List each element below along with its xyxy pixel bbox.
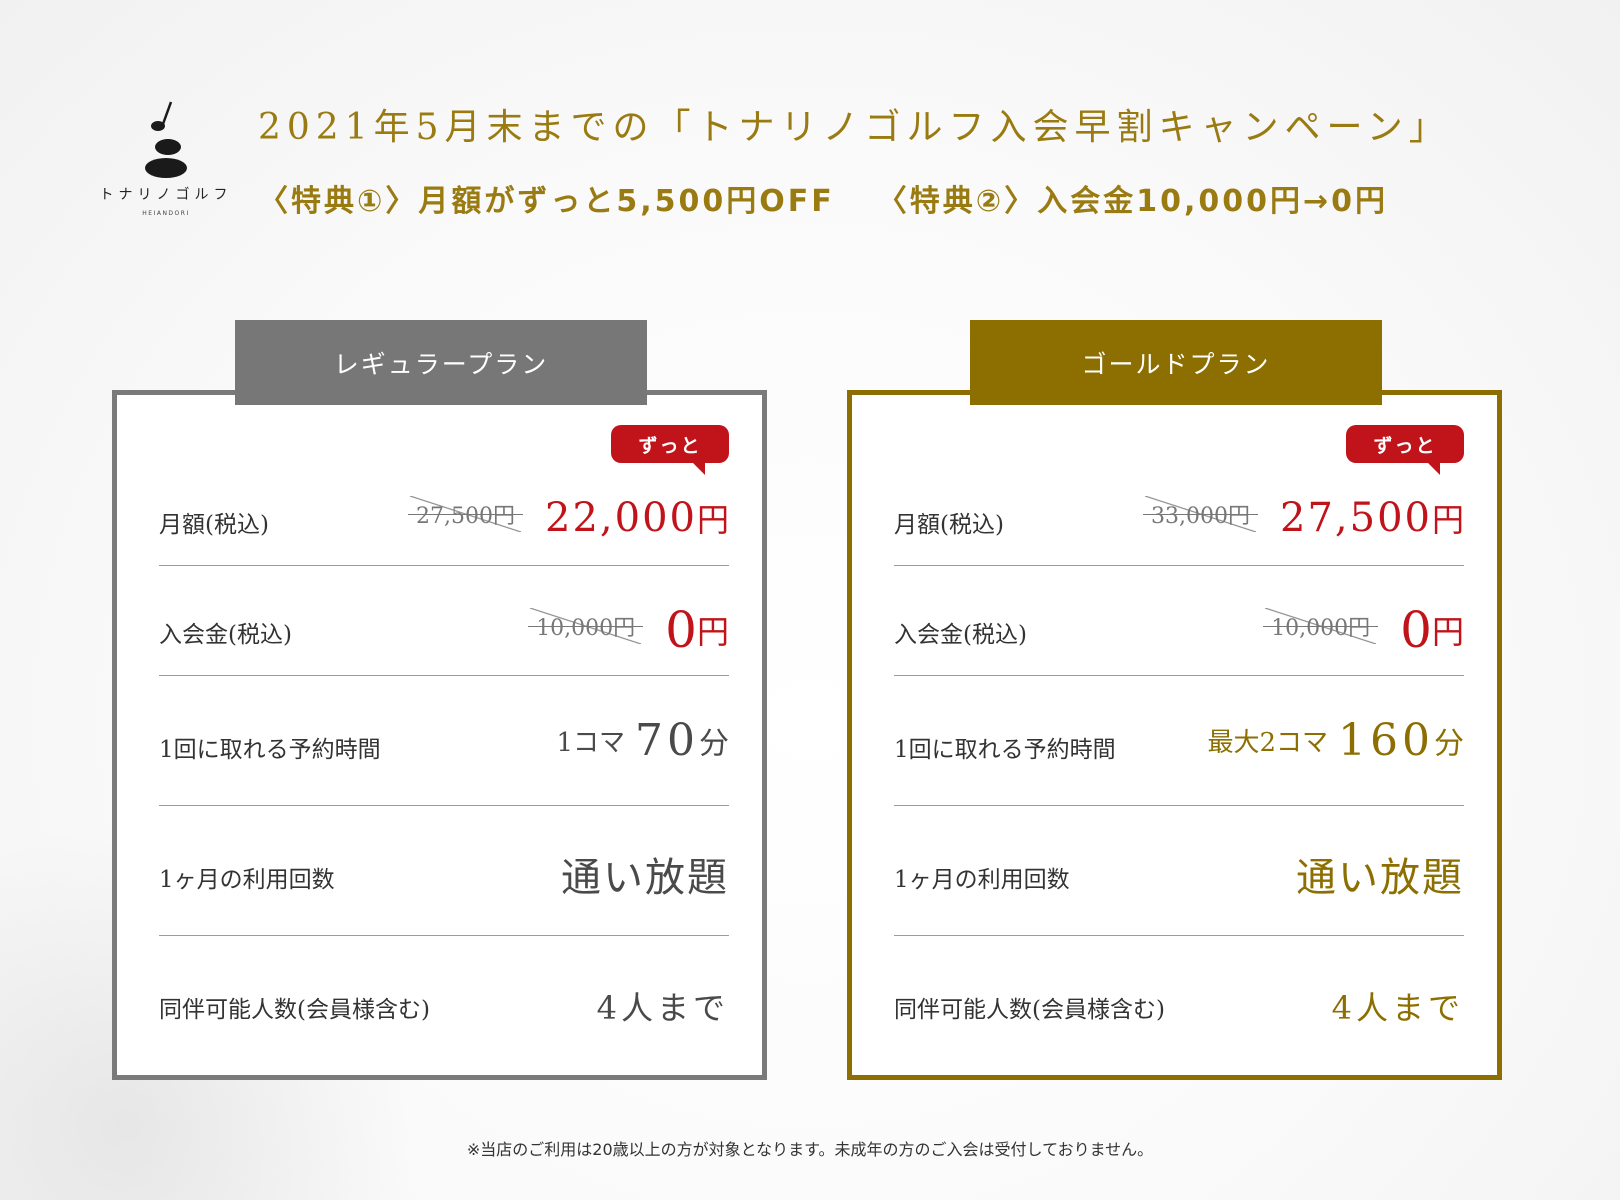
- monthly-fee-label: 月額(税込): [159, 512, 269, 538]
- monthly-usage-row: 1ヶ月の利用回数 通い放題: [894, 805, 1464, 936]
- monthly-usage-label: 1ヶ月の利用回数: [159, 867, 335, 893]
- entry-fee-unit: 円: [696, 613, 729, 651]
- monthly-fee-unit: 円: [1431, 501, 1464, 539]
- reservation-time-value: 最大2コマ 160分: [1207, 715, 1464, 766]
- entry-fee-row: 入会金(税込) 10,000円 0円: [159, 565, 729, 676]
- logo-mark-icon: [145, 101, 187, 178]
- monthly-fee-value: 27,500円 22,000円: [408, 495, 729, 541]
- companion-label: 同伴可能人数(会員様含む): [894, 997, 1165, 1023]
- reservation-unit: 分: [1434, 726, 1464, 762]
- entry-fee-old: 10,000円: [1263, 607, 1379, 644]
- monthly-fee-label: 月額(税込): [894, 512, 1004, 538]
- monthly-fee-row: 月額(税込) ずっと 27,500円 22,000円: [159, 425, 729, 566]
- monthly-usage-label: 1ヶ月の利用回数: [894, 867, 1070, 893]
- plan-tab-gold: ゴールドプラン: [970, 320, 1382, 405]
- reservation-slots: 1コマ: [556, 728, 625, 758]
- companion-value: 4人まで: [596, 989, 729, 1027]
- monthly-fee-old: 33,000円: [1143, 495, 1258, 532]
- badge-zutto: ずっと: [611, 425, 729, 475]
- plan-tab-regular: レギュラープラン: [235, 320, 647, 405]
- companion-value: 4人まで: [1331, 989, 1464, 1027]
- entry-fee-row: 入会金(税込) 10,000円 0円: [894, 565, 1464, 676]
- entry-fee-label: 入会金(税込): [894, 622, 1027, 648]
- companion-row: 同伴可能人数(会員様含む) 4人まで: [894, 935, 1464, 1065]
- monthly-fee-row: 月額(税込) ずっと 33,000円 27,500円: [894, 425, 1464, 566]
- logo: トナリノゴルフ HEIANDORI: [96, 100, 236, 230]
- campaign-headline: 2021年5月末までの「トナリノゴルフ入会早割キャンペーン」: [258, 107, 1451, 148]
- entry-fee-new: 0: [1400, 601, 1432, 659]
- entry-fee-value: 10,000円 0円: [528, 601, 729, 659]
- entry-fee-old: 10,000円: [528, 607, 644, 644]
- monthly-fee-new: 22,000: [545, 495, 697, 541]
- companion-label: 同伴可能人数(会員様含む): [159, 997, 430, 1023]
- monthly-usage-row: 1ヶ月の利用回数 通い放題: [159, 805, 729, 936]
- logo-subtext: HEIANDORI: [142, 210, 190, 217]
- monthly-fee-new: 27,500: [1280, 495, 1432, 541]
- reservation-time-label: 1回に取れる予約時間: [894, 737, 1116, 763]
- benefit-1: 〈特典①〉月額がずっと5,500円OFF: [258, 184, 835, 219]
- reservation-slots: 最大2コマ: [1207, 728, 1329, 758]
- badge-zutto: ずっと: [1346, 425, 1464, 475]
- plan-card-gold: 月額(税込) ずっと 33,000円 27,500円 入会金(税込) 10,000…: [847, 390, 1502, 1080]
- companion-row: 同伴可能人数(会員様含む) 4人まで: [159, 935, 729, 1065]
- monthly-fee-old: 27,500円: [408, 495, 523, 532]
- reservation-time-row: 1回に取れる予約時間 1コマ 70分: [159, 675, 729, 806]
- reservation-minutes: 70: [635, 715, 699, 766]
- reservation-time-label: 1回に取れる予約時間: [159, 737, 381, 763]
- reservation-unit: 分: [699, 726, 729, 762]
- monthly-fee-unit: 円: [696, 501, 729, 539]
- entry-fee-new: 0: [665, 601, 697, 659]
- plan-card-regular: 月額(税込) ずっと 27,500円 22,000円 入会金(税込) 10,000…: [112, 390, 767, 1080]
- footnote: ※当店のご利用は20歳以上の方が対象となります。未成年の方のご入会は受付しており…: [466, 1140, 1154, 1159]
- benefits-line: 〈特典①〉月額がずっと5,500円OFF 〈特典②〉入会金10,000円→0円: [258, 176, 1388, 220]
- monthly-fee-value: 33,000円 27,500円: [1143, 495, 1464, 541]
- monthly-usage-value: 通い放題: [1296, 855, 1464, 901]
- reservation-minutes: 160: [1338, 715, 1434, 766]
- entry-fee-label: 入会金(税込): [159, 622, 292, 648]
- benefit-2: 〈特典②〉入会金10,000円→0円: [876, 184, 1388, 219]
- logo-text: トナリノゴルフ: [99, 187, 233, 203]
- entry-fee-unit: 円: [1431, 613, 1464, 651]
- entry-fee-value: 10,000円 0円: [1263, 601, 1464, 659]
- reservation-time-value: 1コマ 70分: [556, 715, 729, 766]
- reservation-time-row: 1回に取れる予約時間 最大2コマ 160分: [894, 675, 1464, 806]
- monthly-usage-value: 通い放題: [561, 855, 729, 901]
